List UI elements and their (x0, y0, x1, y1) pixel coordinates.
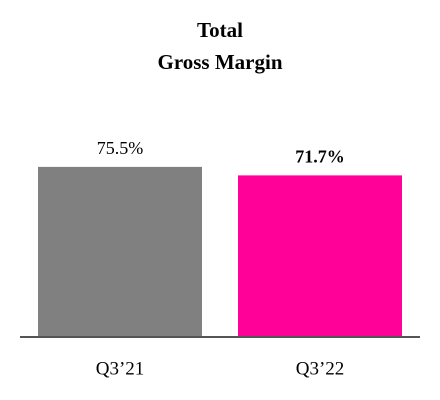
bar (238, 175, 402, 336)
bar (38, 166, 202, 336)
value-label: 71.7% (295, 147, 345, 167)
x-tick-label: Q3’22 (296, 358, 345, 379)
x-tick-label: Q3’21 (96, 358, 145, 379)
chart-title: Gross Margin (157, 50, 282, 74)
chart-title: Total (197, 18, 243, 42)
value-label: 75.5% (97, 138, 144, 158)
